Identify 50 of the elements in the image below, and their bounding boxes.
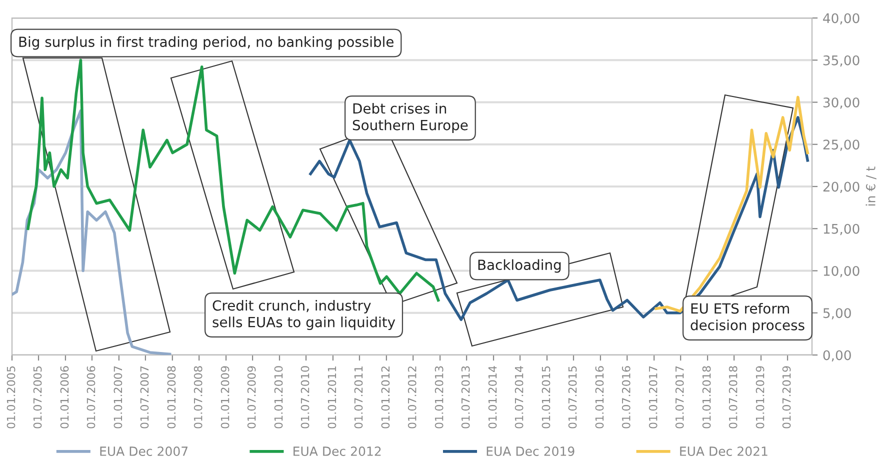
annotation: Big surplus in first trading period, no banking possible: [19, 36, 394, 50]
x-tick-label: 01.01.2012: [381, 366, 390, 428]
legend-label: EUA Dec 2019: [486, 446, 574, 456]
annotation: Credit crunch, industry sells EUAs to gain liquidity: [212, 300, 396, 330]
annotation: EU ETS reform decision process: [690, 302, 804, 334]
y-tick-label: 35,00: [823, 55, 860, 67]
y-tick-label: 15,00: [824, 224, 860, 236]
x-tick-label: 01.01.2008: [167, 366, 176, 428]
x-tick-label: 01.01.2009: [220, 366, 230, 428]
x-tick-label: 01.07.2017: [675, 366, 684, 428]
x-tick-label: 01.07.2009: [247, 366, 256, 428]
y-tick-label: 30,00: [823, 97, 860, 109]
y-tick-label: 20,00: [823, 182, 860, 194]
x-tick-label: 01.07.2016: [622, 366, 630, 428]
x-tick-label: 01.01.2014: [488, 366, 497, 428]
y-tick-label: 0,00: [823, 350, 851, 362]
x-tick-label: 01.01.2005: [6, 366, 16, 428]
x-tick-label: 01.07.2018: [728, 366, 738, 428]
y-tick-label: 10,00: [824, 266, 860, 278]
x-tick-label: 01.07.2008: [194, 366, 202, 428]
x-tick-label: 01.01.2013: [434, 366, 444, 428]
x-tick-label: 01.01.2016: [595, 366, 604, 428]
y-axis-title: in € / t: [866, 166, 876, 206]
x-tick-label: 01.01.2011: [328, 366, 336, 428]
x-tick-label: 01.01.2006: [60, 366, 69, 428]
x-tick-label: 01.01.2017: [648, 366, 658, 428]
y-tick-label: 5,00: [823, 308, 851, 320]
x-tick-label: 01.07.2019: [782, 366, 791, 428]
y-tick-label: 40,00: [823, 13, 860, 25]
x-tick-label: 01.07.2010: [300, 366, 310, 428]
x-tick-label: 01.07.2014: [514, 366, 524, 428]
x-tick-label: 01.07.2006: [86, 366, 96, 428]
x-tick-label: 01.07.2015: [568, 366, 577, 428]
x-tick-label: 01.01.2010: [274, 366, 283, 428]
x-tick-label: 01.07.2012: [408, 366, 416, 428]
legend-label: EUA Dec 2021: [680, 446, 768, 456]
annotation: Backloading: [478, 259, 561, 273]
annotation: Debt crises in Southern Europe: [352, 102, 468, 134]
legend-label: EUA Dec 2007: [100, 446, 188, 456]
x-tick-label: 01.01.2019: [756, 366, 764, 428]
line-series: [654, 96, 809, 313]
x-tick-label: 01.07.2013: [461, 366, 470, 428]
y-tick-label: 25,00: [823, 140, 860, 151]
x-tick-label: 01.01.2018: [702, 366, 711, 428]
x-tick-label: 01.07.2011: [354, 366, 363, 428]
legend-label: EUA Dec 2012: [294, 446, 381, 456]
x-tick-label: 01.01.2015: [542, 366, 550, 428]
x-tick-label: 01.07.2005: [33, 366, 42, 428]
x-tick-label: 01.07.2007: [140, 366, 149, 428]
x-tick-label: 01.01.2007: [114, 366, 122, 428]
